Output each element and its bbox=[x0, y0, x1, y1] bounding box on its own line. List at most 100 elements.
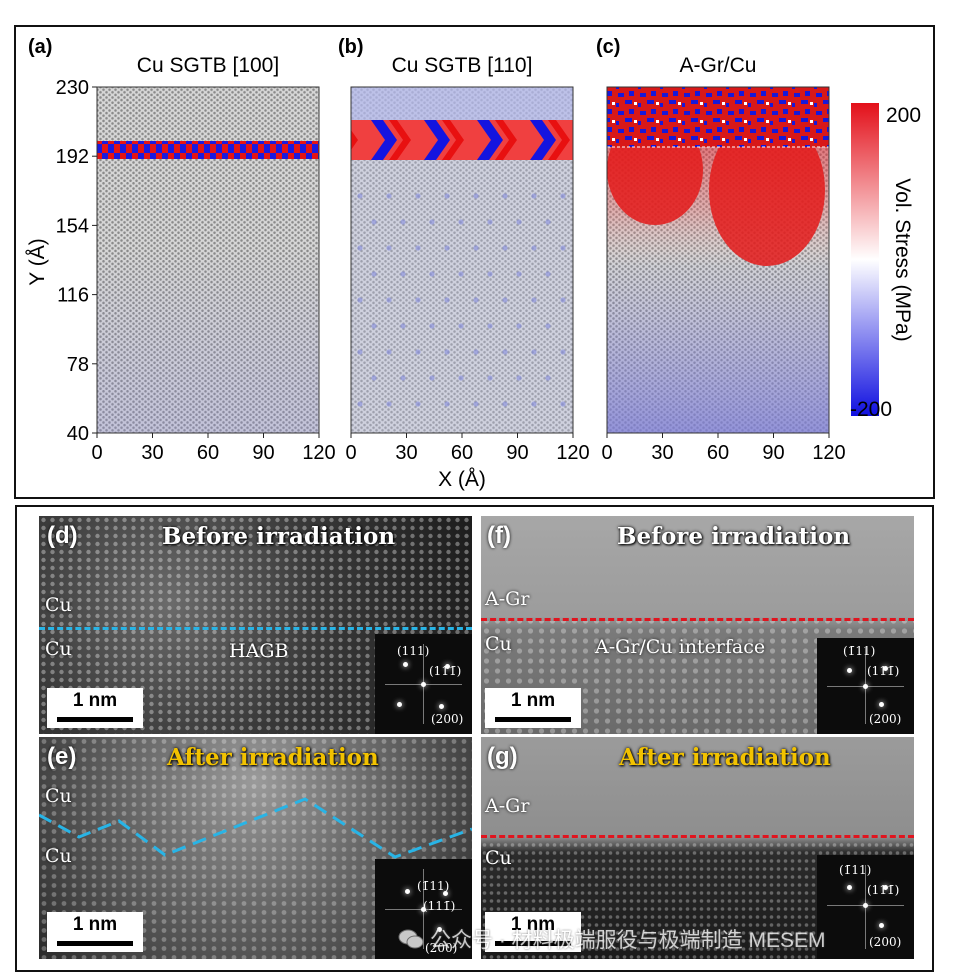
defect-point bbox=[444, 401, 450, 407]
x-tick-label: 120 bbox=[302, 442, 335, 464]
wechat-icon bbox=[398, 929, 424, 949]
defect-point bbox=[429, 375, 435, 381]
panel-d-fft-index-1: (111) bbox=[397, 644, 430, 658]
defect-point bbox=[531, 297, 537, 303]
defect-point bbox=[458, 375, 464, 381]
y-axis-label: Y (Å) bbox=[26, 238, 49, 285]
panel-d-scale-bar: 1 nm bbox=[47, 688, 143, 728]
defect-point bbox=[531, 401, 537, 407]
defect-point bbox=[357, 245, 363, 251]
panel-d-label: (d) bbox=[47, 522, 78, 549]
defect-point bbox=[560, 245, 566, 251]
panel-g-bottom-material: Cu bbox=[485, 847, 512, 869]
panel-g-fft-inset: (1̄11) (111̄) (200) bbox=[817, 855, 914, 959]
panel-g-fft-index-1: (1̄11) bbox=[839, 863, 872, 877]
panel-b-boundary-band bbox=[351, 120, 573, 160]
tem-panel-d: (d) Before irradiation Cu Cu HAGB 1 nm (… bbox=[39, 516, 472, 734]
defect-point bbox=[560, 193, 566, 199]
panel-e-fft-index-1: (1̄11) bbox=[417, 879, 450, 893]
y-tick-label: 230 bbox=[56, 77, 89, 99]
colorbar-title: Vol. Stress (MPa) bbox=[891, 178, 914, 341]
panel-b-defect-points bbox=[357, 193, 566, 407]
panel-a-label: (a) bbox=[28, 36, 52, 58]
defect-point bbox=[357, 297, 363, 303]
panel-c-label: (c) bbox=[596, 36, 620, 58]
defect-point bbox=[545, 219, 551, 225]
x-tick-label: 30 bbox=[141, 442, 163, 464]
defect-point bbox=[531, 349, 537, 355]
defect-point bbox=[516, 323, 522, 329]
panel-f-label: (f) bbox=[487, 522, 511, 549]
y-tick-label: 154 bbox=[56, 215, 89, 237]
hagb-line bbox=[39, 627, 472, 630]
defect-point bbox=[502, 193, 508, 199]
panel-e-scale-bar: 1 nm bbox=[47, 912, 143, 952]
defect-point bbox=[545, 271, 551, 277]
defect-point bbox=[386, 297, 392, 303]
defect-point bbox=[458, 271, 464, 277]
panel-g-scale-bar: 1 nm bbox=[485, 912, 581, 952]
defect-point bbox=[458, 219, 464, 225]
interface-line-before bbox=[481, 618, 914, 621]
panel-g-title: After irradiation bbox=[619, 744, 831, 771]
defect-point bbox=[415, 245, 421, 251]
defect-point bbox=[400, 271, 406, 277]
defect-point bbox=[386, 401, 392, 407]
defect-point bbox=[400, 323, 406, 329]
defect-point bbox=[400, 375, 406, 381]
defect-point bbox=[415, 193, 421, 199]
tem-panel-g: (g) After irradiation A-Gr Cu 1 nm (1̄11… bbox=[481, 737, 914, 959]
defect-point bbox=[357, 349, 363, 355]
x-tick-label: 120 bbox=[812, 442, 845, 464]
defect-point bbox=[473, 401, 479, 407]
panel-a-boundary-band bbox=[97, 141, 319, 159]
defect-point bbox=[386, 349, 392, 355]
panel-e-top-material: Cu bbox=[45, 785, 72, 807]
defect-point bbox=[487, 219, 493, 225]
panel-e-label: (e) bbox=[47, 743, 77, 770]
defect-point bbox=[444, 349, 450, 355]
watermark: 公众号 · 材料极端服役与极端制造 MESEM bbox=[398, 924, 918, 958]
defect-point bbox=[400, 219, 406, 225]
defect-point bbox=[371, 219, 377, 225]
y-tick-label: 78 bbox=[67, 354, 89, 376]
x-tick-label: 0 bbox=[345, 442, 356, 464]
defect-point bbox=[531, 245, 537, 251]
x-tick-label: 0 bbox=[91, 442, 102, 464]
panel-d-bottom-material: Cu bbox=[45, 638, 72, 660]
defect-point bbox=[357, 401, 363, 407]
tem-frame bbox=[15, 505, 934, 972]
x-tick-label: 120 bbox=[556, 442, 589, 464]
panel-d-fft-index-3: (200) bbox=[431, 712, 464, 726]
panel-b-label: (b) bbox=[338, 36, 364, 58]
panel-a-title: Cu SGTB [100] bbox=[137, 54, 279, 77]
panel-d-fft-inset: (111) (11̄1̄) (200) bbox=[375, 634, 472, 734]
defect-point bbox=[560, 401, 566, 407]
defect-point bbox=[371, 323, 377, 329]
x-tick-label: 30 bbox=[651, 442, 673, 464]
x-tick-label: 90 bbox=[252, 442, 274, 464]
defect-point bbox=[502, 349, 508, 355]
defect-point bbox=[444, 193, 450, 199]
panel-g-label: (g) bbox=[487, 743, 518, 770]
panel-f-fft-index-3: (200) bbox=[869, 712, 902, 726]
panel-f-title: Before irradiation bbox=[617, 523, 851, 550]
defect-point bbox=[516, 271, 522, 277]
panel-f-fft-index-2: (111̄) bbox=[867, 664, 900, 678]
x-tick-label: 0 bbox=[601, 442, 612, 464]
panel-d-fft-index-2: (11̄1̄) bbox=[429, 664, 462, 678]
tem-panel-f: (f) Before irradiation A-Gr Cu A-Gr/Cu i… bbox=[481, 516, 914, 734]
interface-line-after bbox=[481, 835, 914, 838]
defect-point bbox=[429, 219, 435, 225]
colorbar-gradient bbox=[851, 103, 879, 416]
panel-f-fft-inset: (1̄11) (111̄) (200) bbox=[817, 638, 914, 734]
panel-e-bottom-material: Cu bbox=[45, 845, 72, 867]
defect-point bbox=[531, 193, 537, 199]
panel-c: (c) A-Gr/Cu bbox=[596, 36, 830, 434]
panel-a-stress-fade bbox=[97, 250, 319, 433]
defect-point bbox=[487, 375, 493, 381]
panel-f-bottom-material: Cu bbox=[485, 633, 512, 655]
panel-f-fft-index-1: (1̄11) bbox=[843, 644, 876, 658]
panel-e-fft-inset: (1̄11) (111̄) (200) bbox=[375, 859, 472, 959]
stress-figure: (a) Cu SGTB [100] (b) Cu SGTB [110] (c) … bbox=[14, 25, 935, 499]
